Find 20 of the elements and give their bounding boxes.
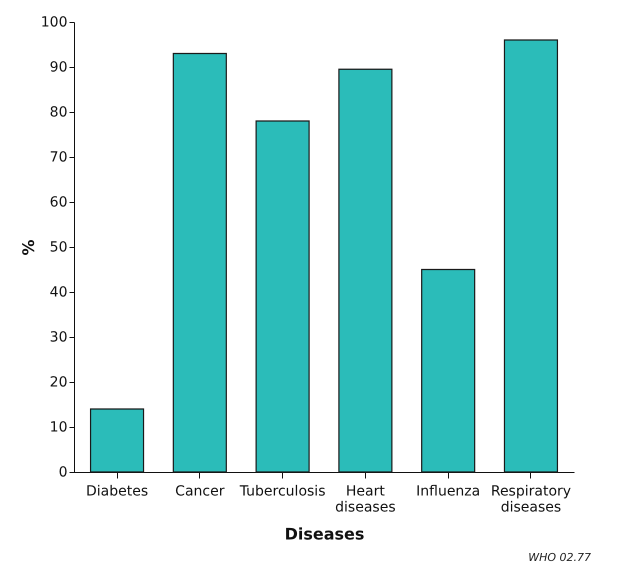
y-tick-label: 10 — [50, 420, 68, 436]
y-tick-label: 30 — [50, 330, 68, 346]
x-tick-label: Diabetes — [86, 484, 148, 500]
y-tick-label: 90 — [50, 60, 68, 76]
x-tick-label: Cancer — [175, 484, 225, 500]
y-tick-label: 50 — [50, 240, 68, 256]
y-tick-label: 20 — [50, 374, 68, 390]
y-tick-label: 100 — [40, 14, 68, 30]
x-axis-title: Diseases — [284, 524, 364, 544]
y-tick-label: 40 — [50, 284, 68, 300]
x-tick-label: Influenza — [416, 484, 480, 500]
x-tick-label: Heart diseases — [335, 484, 396, 516]
y-tick-label: 60 — [50, 194, 68, 210]
y-tick-label: 0 — [58, 464, 68, 480]
text: WHO 02.77 — [528, 551, 591, 564]
x-tick-label: Respiratory diseases — [490, 484, 572, 516]
x-tick-label: Tuberculosis — [238, 484, 326, 500]
y-tick-label: 70 — [50, 150, 68, 166]
y-axis-title: % — [18, 239, 38, 256]
y-tick-label: 80 — [50, 104, 68, 120]
